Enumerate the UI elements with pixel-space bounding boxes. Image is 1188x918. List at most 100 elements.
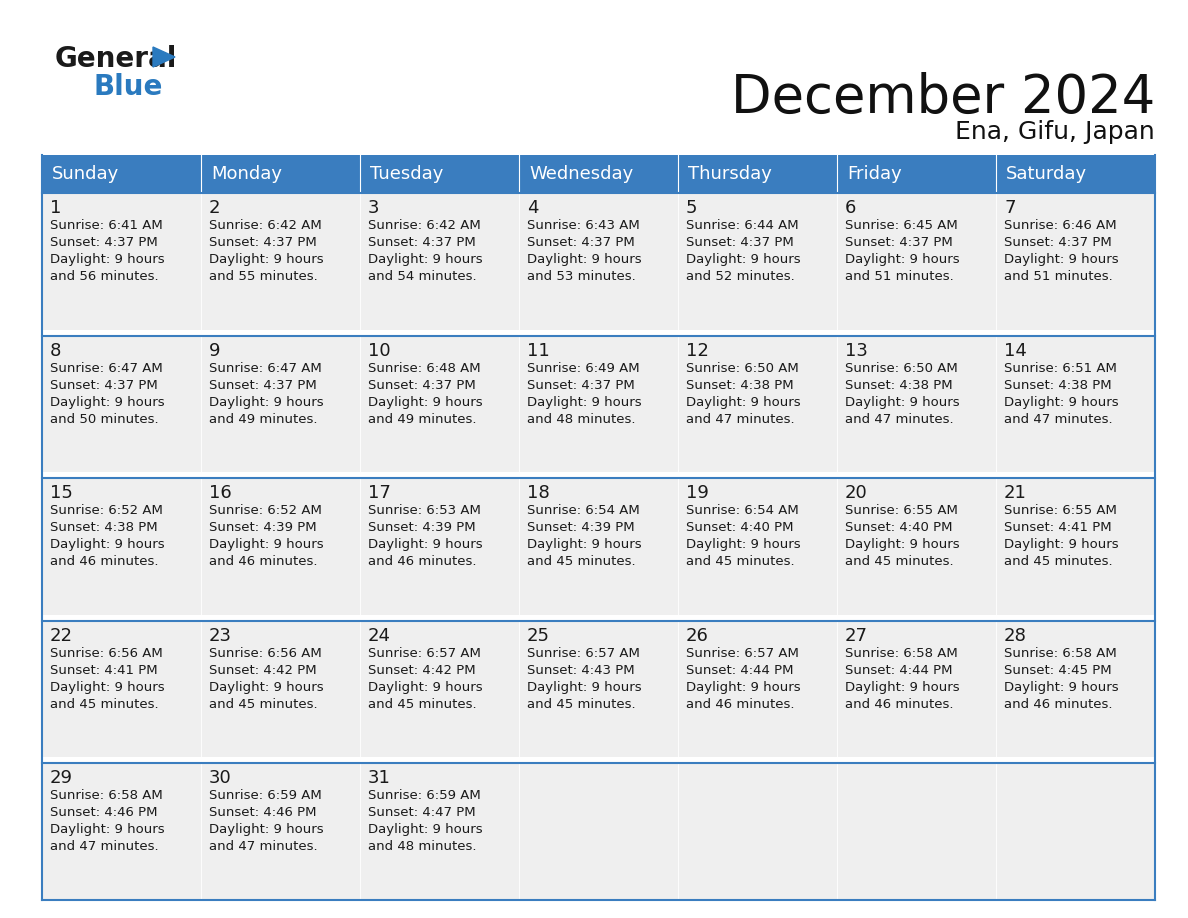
Text: Sunrise: 6:46 AM: Sunrise: 6:46 AM xyxy=(1004,219,1117,232)
Text: Saturday: Saturday xyxy=(1006,165,1087,183)
Text: Sunrise: 6:57 AM: Sunrise: 6:57 AM xyxy=(685,647,798,660)
Bar xyxy=(201,764,360,900)
Text: Sunrise: 6:56 AM: Sunrise: 6:56 AM xyxy=(209,647,322,660)
Text: 12: 12 xyxy=(685,341,709,360)
Text: Sunrise: 6:41 AM: Sunrise: 6:41 AM xyxy=(50,219,163,232)
Text: and 45 minutes.: and 45 minutes. xyxy=(1004,555,1113,568)
Text: and 46 minutes.: and 46 minutes. xyxy=(209,555,317,568)
Bar xyxy=(996,621,1155,757)
Text: Sunrise: 6:48 AM: Sunrise: 6:48 AM xyxy=(368,362,481,375)
Text: Daylight: 9 hours: Daylight: 9 hours xyxy=(1004,681,1119,694)
Bar xyxy=(42,478,201,615)
Bar xyxy=(678,478,838,615)
Text: 24: 24 xyxy=(368,627,391,644)
Text: Sunset: 4:38 PM: Sunset: 4:38 PM xyxy=(685,378,794,392)
Text: Sunrise: 6:53 AM: Sunrise: 6:53 AM xyxy=(368,504,481,517)
Text: and 48 minutes.: and 48 minutes. xyxy=(527,412,636,426)
Bar xyxy=(201,155,360,193)
Bar xyxy=(996,155,1155,193)
Bar xyxy=(678,193,838,330)
Text: 22: 22 xyxy=(50,627,72,644)
Text: December 2024: December 2024 xyxy=(731,72,1155,124)
Text: 25: 25 xyxy=(527,627,550,644)
Bar xyxy=(519,193,678,330)
Bar xyxy=(519,478,678,615)
Text: 27: 27 xyxy=(845,627,868,644)
Text: Daylight: 9 hours: Daylight: 9 hours xyxy=(368,253,482,266)
Text: 14: 14 xyxy=(1004,341,1026,360)
Bar xyxy=(838,155,996,193)
Bar xyxy=(996,478,1155,615)
Text: Tuesday: Tuesday xyxy=(369,165,443,183)
Text: Thursday: Thursday xyxy=(688,165,772,183)
Text: Sunset: 4:38 PM: Sunset: 4:38 PM xyxy=(50,521,158,534)
Text: Daylight: 9 hours: Daylight: 9 hours xyxy=(368,823,482,836)
Text: Daylight: 9 hours: Daylight: 9 hours xyxy=(1004,396,1119,409)
Text: Daylight: 9 hours: Daylight: 9 hours xyxy=(845,396,960,409)
Bar xyxy=(42,621,201,757)
Text: Sunset: 4:42 PM: Sunset: 4:42 PM xyxy=(209,664,317,677)
Text: Sunrise: 6:47 AM: Sunrise: 6:47 AM xyxy=(50,362,163,375)
Text: Sunrise: 6:44 AM: Sunrise: 6:44 AM xyxy=(685,219,798,232)
Text: and 51 minutes.: and 51 minutes. xyxy=(845,270,954,283)
Bar xyxy=(838,621,996,757)
Bar xyxy=(678,621,838,757)
Text: Daylight: 9 hours: Daylight: 9 hours xyxy=(50,538,165,551)
Bar xyxy=(838,478,996,615)
Bar xyxy=(996,336,1155,472)
Text: Sunrise: 6:59 AM: Sunrise: 6:59 AM xyxy=(209,789,322,802)
Text: Blue: Blue xyxy=(93,73,163,101)
Text: Sunset: 4:37 PM: Sunset: 4:37 PM xyxy=(368,236,475,249)
Bar xyxy=(360,155,519,193)
Text: Sunset: 4:39 PM: Sunset: 4:39 PM xyxy=(209,521,317,534)
Text: Sunrise: 6:59 AM: Sunrise: 6:59 AM xyxy=(368,789,481,802)
Text: and 47 minutes.: and 47 minutes. xyxy=(50,840,159,854)
Text: 9: 9 xyxy=(209,341,221,360)
Text: Sunrise: 6:56 AM: Sunrise: 6:56 AM xyxy=(50,647,163,660)
Bar xyxy=(678,336,838,472)
Text: 6: 6 xyxy=(845,199,857,217)
Text: and 46 minutes.: and 46 minutes. xyxy=(50,555,158,568)
Text: and 46 minutes.: and 46 minutes. xyxy=(685,698,795,711)
Text: Sunset: 4:40 PM: Sunset: 4:40 PM xyxy=(685,521,794,534)
Text: Sunrise: 6:45 AM: Sunrise: 6:45 AM xyxy=(845,219,958,232)
Text: Sunrise: 6:55 AM: Sunrise: 6:55 AM xyxy=(1004,504,1117,517)
Text: and 47 minutes.: and 47 minutes. xyxy=(845,412,954,426)
Text: Sunrise: 6:58 AM: Sunrise: 6:58 AM xyxy=(50,789,163,802)
Text: Friday: Friday xyxy=(847,165,902,183)
Text: Sunrise: 6:57 AM: Sunrise: 6:57 AM xyxy=(527,647,640,660)
Text: and 45 minutes.: and 45 minutes. xyxy=(50,698,159,711)
Text: Daylight: 9 hours: Daylight: 9 hours xyxy=(209,253,323,266)
Text: and 45 minutes.: and 45 minutes. xyxy=(527,555,636,568)
Text: Sunset: 4:37 PM: Sunset: 4:37 PM xyxy=(685,236,794,249)
Text: Daylight: 9 hours: Daylight: 9 hours xyxy=(685,681,801,694)
Bar xyxy=(838,193,996,330)
Text: 28: 28 xyxy=(1004,627,1026,644)
Text: Ena, Gifu, Japan: Ena, Gifu, Japan xyxy=(955,120,1155,144)
Text: 26: 26 xyxy=(685,627,709,644)
Text: Sunset: 4:39 PM: Sunset: 4:39 PM xyxy=(368,521,475,534)
Text: and 47 minutes.: and 47 minutes. xyxy=(1004,412,1113,426)
Bar xyxy=(838,336,996,472)
Text: Sunset: 4:37 PM: Sunset: 4:37 PM xyxy=(50,378,158,392)
Text: and 45 minutes.: and 45 minutes. xyxy=(845,555,954,568)
Text: Sunset: 4:47 PM: Sunset: 4:47 PM xyxy=(368,806,475,820)
Text: and 50 minutes.: and 50 minutes. xyxy=(50,412,159,426)
Text: Sunset: 4:46 PM: Sunset: 4:46 PM xyxy=(50,806,158,820)
Text: Sunrise: 6:54 AM: Sunrise: 6:54 AM xyxy=(527,504,640,517)
Text: 4: 4 xyxy=(527,199,538,217)
Text: 3: 3 xyxy=(368,199,379,217)
Bar xyxy=(360,478,519,615)
Text: Daylight: 9 hours: Daylight: 9 hours xyxy=(527,396,642,409)
Text: Wednesday: Wednesday xyxy=(529,165,633,183)
Text: Daylight: 9 hours: Daylight: 9 hours xyxy=(50,681,165,694)
Bar xyxy=(996,193,1155,330)
Text: 18: 18 xyxy=(527,484,550,502)
Text: and 54 minutes.: and 54 minutes. xyxy=(368,270,476,283)
Text: 16: 16 xyxy=(209,484,232,502)
Text: Daylight: 9 hours: Daylight: 9 hours xyxy=(527,538,642,551)
Bar xyxy=(678,764,838,900)
Text: Daylight: 9 hours: Daylight: 9 hours xyxy=(1004,253,1119,266)
Text: Monday: Monday xyxy=(211,165,282,183)
Text: 13: 13 xyxy=(845,341,868,360)
